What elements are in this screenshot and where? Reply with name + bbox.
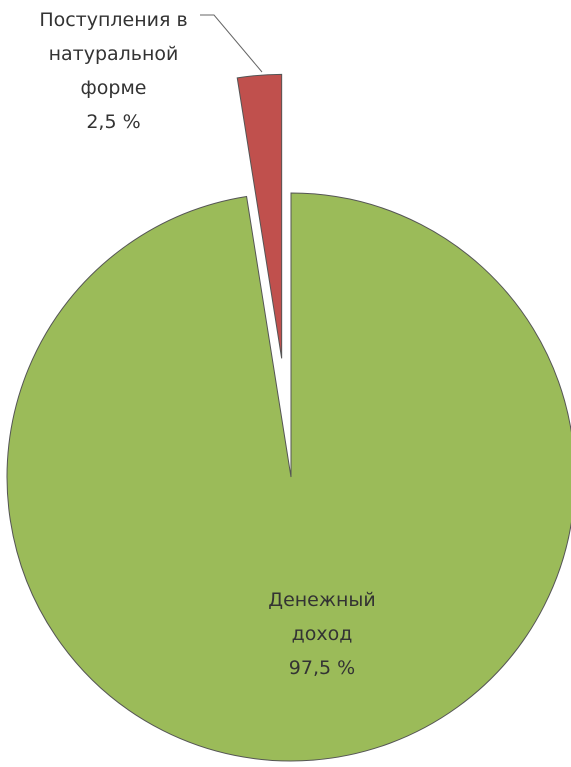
pie-slice (236, 73, 283, 359)
slice-label: Поступления в натуральной форме 2,5 % (26, 3, 201, 139)
slice-label: Денежный доход 97,5 % (252, 583, 392, 685)
pie-slice (6, 192, 571, 762)
category-label: Поступления в натуральной форме (39, 9, 188, 99)
value-label: 97,5 % (288, 657, 356, 679)
category-label: Денежный доход (268, 589, 376, 645)
value-label: 2,5 % (86, 111, 141, 133)
leader-line (200, 14, 263, 73)
